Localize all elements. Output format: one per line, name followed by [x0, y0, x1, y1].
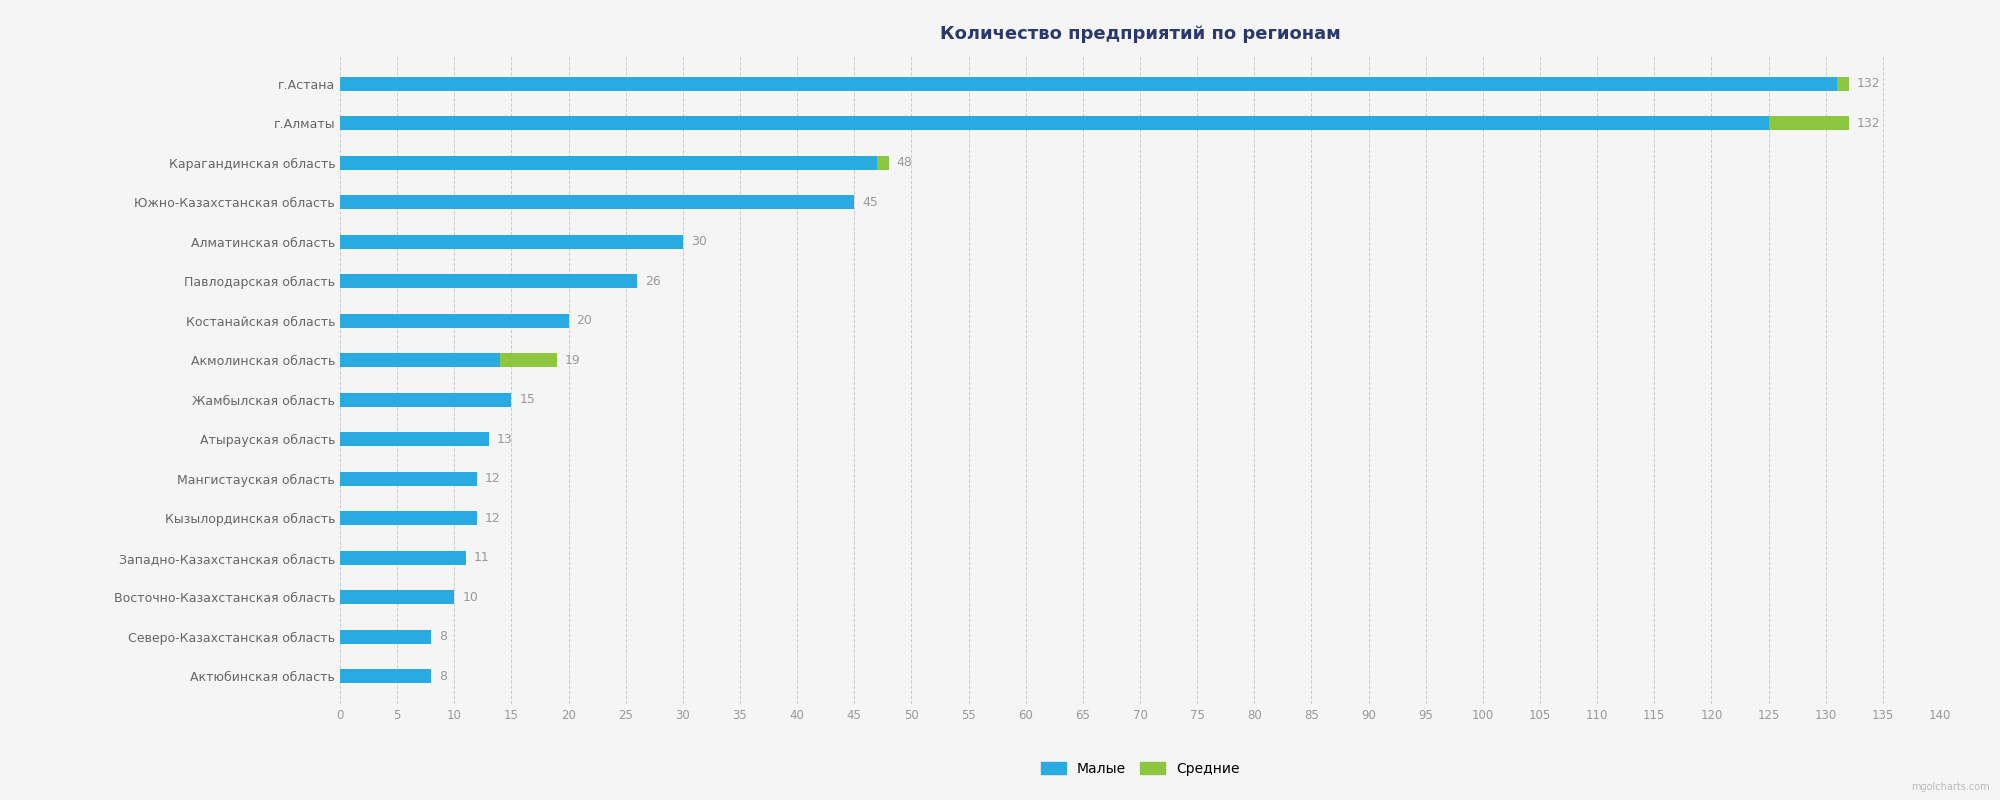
- Title: Количество предприятий по регионам: Количество предприятий по регионам: [940, 26, 1340, 43]
- Text: 12: 12: [486, 472, 500, 486]
- Text: 48: 48: [896, 156, 912, 169]
- Bar: [340, 116, 1768, 130]
- Text: 10: 10: [462, 591, 478, 604]
- Text: 132: 132: [1856, 117, 1880, 130]
- Text: 11: 11: [474, 551, 490, 564]
- Text: 26: 26: [646, 274, 660, 288]
- Bar: [340, 77, 1838, 90]
- Bar: [340, 354, 500, 367]
- Bar: [340, 590, 454, 604]
- Bar: [340, 314, 568, 328]
- Bar: [340, 156, 878, 170]
- Bar: [340, 195, 854, 209]
- Text: 15: 15: [520, 394, 536, 406]
- Bar: [340, 393, 512, 406]
- Bar: [878, 156, 888, 170]
- Bar: [340, 670, 432, 683]
- Text: mgolcharts.com: mgolcharts.com: [1912, 782, 1990, 792]
- Bar: [1768, 116, 1848, 130]
- Text: 19: 19: [566, 354, 580, 366]
- Bar: [340, 472, 478, 486]
- Bar: [340, 234, 682, 249]
- Bar: [340, 630, 432, 644]
- Bar: [1838, 77, 1848, 90]
- Bar: [500, 354, 558, 367]
- Bar: [340, 432, 488, 446]
- Text: 20: 20: [576, 314, 592, 327]
- Text: 8: 8: [440, 670, 448, 683]
- Text: 13: 13: [496, 433, 512, 446]
- Text: 12: 12: [486, 512, 500, 525]
- Text: 132: 132: [1856, 77, 1880, 90]
- Text: 8: 8: [440, 630, 448, 643]
- Bar: [340, 274, 638, 288]
- Bar: [340, 511, 478, 526]
- Text: 45: 45: [862, 196, 878, 209]
- Bar: [340, 551, 466, 565]
- Text: 30: 30: [690, 235, 706, 248]
- Legend: Малые, Средние: Малые, Средние: [1036, 756, 1244, 782]
